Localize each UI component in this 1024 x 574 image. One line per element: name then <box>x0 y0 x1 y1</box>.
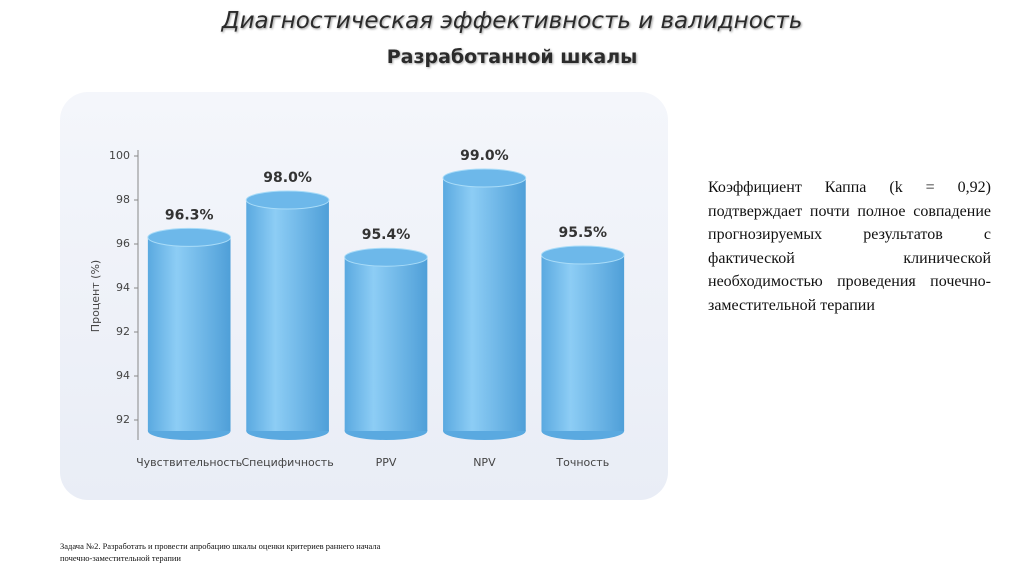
bar-top <box>344 247 428 267</box>
value-label: 95.5% <box>559 225 608 241</box>
bar-top <box>442 168 527 188</box>
value-label: 95.4% <box>362 227 411 243</box>
value-label: 98.0% <box>263 170 312 186</box>
bar-top <box>245 190 330 210</box>
bar <box>246 200 329 431</box>
y-tick-label: 100 <box>109 149 130 162</box>
bar <box>443 178 526 431</box>
x-tick-label: Точность <box>555 456 609 469</box>
description: Коэффициент Каппа (k = 0,92) подтверждае… <box>708 179 991 314</box>
y-tick-label: 92 <box>116 413 130 426</box>
x-tick-label: NPV <box>473 456 496 469</box>
bar-top <box>147 227 232 247</box>
x-tick-label: Специфичность <box>241 456 333 469</box>
value-label: 96.3% <box>165 207 214 223</box>
footnote: Задача №2. Разработать и провести апроба… <box>60 541 381 563</box>
bar-top <box>540 245 625 265</box>
value-label: 99.0% <box>460 148 509 164</box>
x-tick-label: Чувствительность <box>136 456 242 469</box>
bar <box>541 255 625 431</box>
y-tick-label: 92 <box>116 325 130 338</box>
y-tick-label: 94 <box>116 281 130 294</box>
x-tick-label: PPV <box>376 456 397 469</box>
title: Диагностическая эффективность и валиднос… <box>221 8 803 34</box>
bar <box>344 257 428 431</box>
y-tick-label: 94 <box>116 369 130 382</box>
y-axis-label: Процент (%) <box>89 260 102 332</box>
y-tick-label: 96 <box>116 237 130 250</box>
y-tick-label: 98 <box>116 193 130 206</box>
bar <box>147 237 231 431</box>
subtitle: Разработанной шкалы <box>386 46 638 68</box>
